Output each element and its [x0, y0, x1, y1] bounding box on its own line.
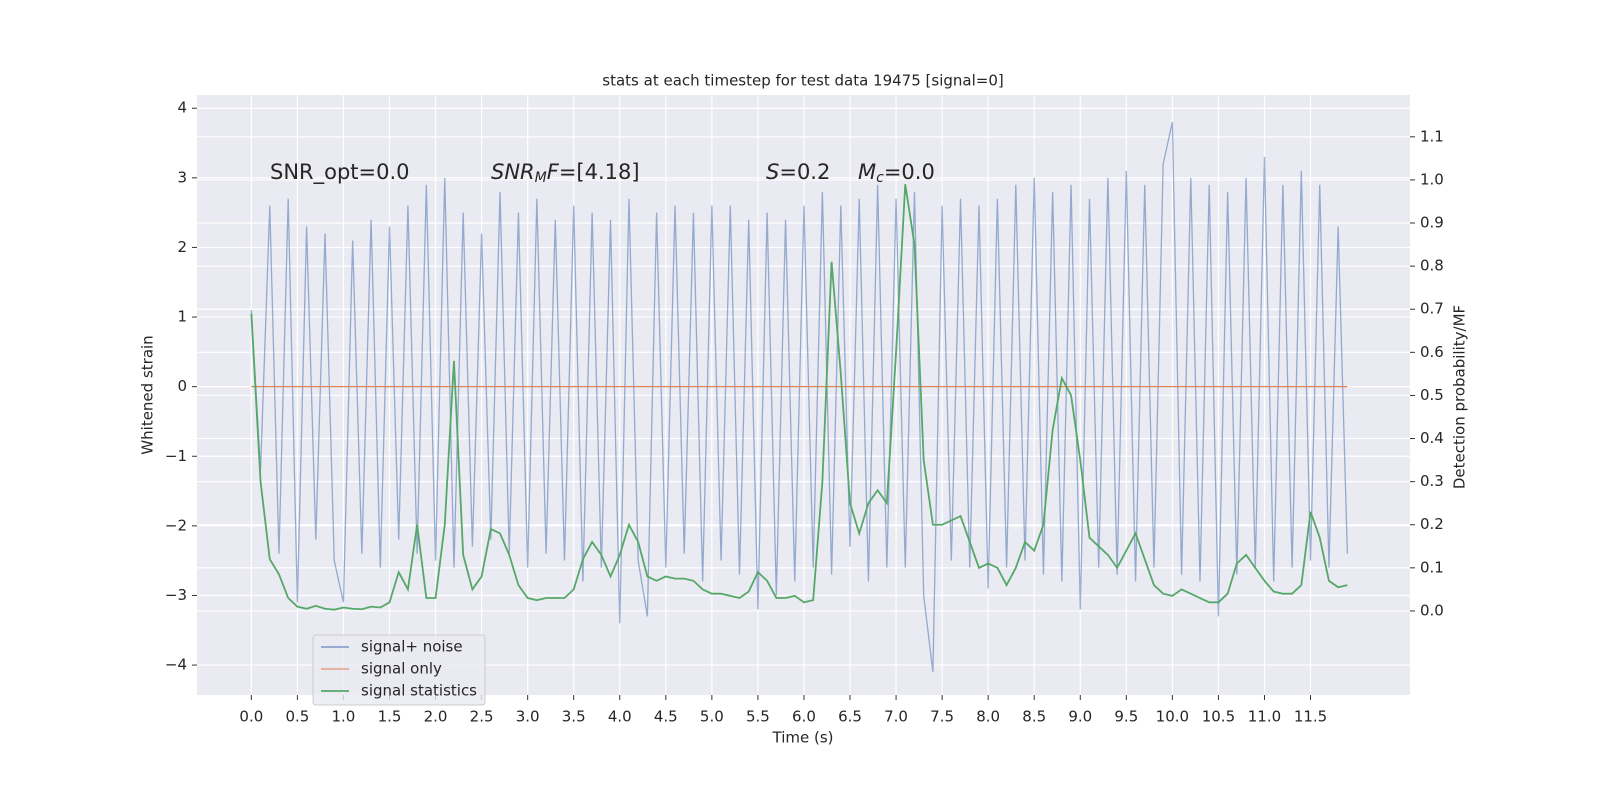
y2-tick-label: 0.7 [1420, 300, 1444, 318]
y-tick-label: −2 [165, 516, 187, 534]
annotation-part: F [547, 160, 560, 184]
y2-tick-label: 1.0 [1420, 170, 1444, 188]
y-tick-label: 0 [177, 377, 187, 395]
x-tick-label: 7.5 [930, 708, 954, 726]
axes: 0.0 0.5 1.0 1.5 2.0 2.5 3.0 3.5 4.0 4.5 5.0 5.5 6.0 6… [165, 99, 1444, 726]
x-tick-label: 4.5 [654, 708, 678, 726]
series-line [250, 184, 1348, 611]
annotation-part: =0.2 [779, 160, 830, 184]
y2-tick-label: 1.1 [1420, 127, 1444, 145]
x-tick-label: 7.0 [884, 708, 908, 726]
x-tick-label: 6.0 [792, 708, 816, 726]
x-tick-label: 0.0 [239, 708, 263, 726]
x-tick-label: 10.0 [1156, 708, 1189, 726]
x-tick-label: 11.0 [1248, 708, 1281, 726]
annotation: S=0.2 [766, 160, 830, 184]
y2-tick-label: 0.0 [1420, 601, 1444, 619]
x-tick-label: 3.0 [516, 708, 540, 726]
chart-title: stats at each timestep for test data 194… [602, 72, 1003, 90]
y2-tick-label: 0.8 [1420, 257, 1444, 275]
annotation-part: SNR [491, 160, 535, 184]
y2-tick-label: 0.6 [1420, 343, 1444, 361]
y2-tick-label: 0.3 [1420, 472, 1444, 490]
marks [250, 122, 1349, 673]
annotation-part: =[4.18] [559, 160, 640, 184]
y-tick-label: 1 [177, 308, 187, 326]
annotation: SNRMF=[4.18] [491, 160, 640, 186]
x-axis-label: Time (s) [772, 729, 834, 747]
legend-box [312, 634, 486, 706]
x-tick-label: 5.5 [746, 708, 770, 726]
x-tick-label: 9.5 [1114, 708, 1138, 726]
x-tick-label: 8.5 [1022, 708, 1046, 726]
x-tick-label: 9.0 [1068, 708, 1092, 726]
x-tick-label: 10.5 [1202, 708, 1235, 726]
y2-axis-label: Detection probability/MF [1451, 305, 1469, 489]
x-tick-label: 8.0 [976, 708, 1000, 726]
y2-tick-label: 0.9 [1420, 214, 1444, 232]
annotation-part: M [535, 170, 547, 186]
y-tick-label: −1 [165, 447, 187, 465]
x-tick-label: 1.5 [378, 708, 402, 726]
y-tick-label: 3 [177, 168, 187, 186]
y-tick-label: 4 [177, 99, 187, 117]
y-tick-label: 2 [177, 238, 187, 256]
legend-label: signal only [361, 660, 442, 678]
annotation: SNR_opt=0.0 [270, 160, 410, 185]
x-tick-label: 6.5 [838, 708, 862, 726]
annotation: Mc=0.0 [858, 160, 935, 186]
annotation-part: M [858, 160, 876, 184]
legend-label: signal+ noise [361, 638, 463, 656]
y2-tick-label: 0.5 [1420, 386, 1444, 404]
annotation-part: S [766, 160, 779, 184]
annotation-part: =0.0 [884, 160, 935, 184]
x-tick-label: 0.5 [285, 708, 309, 726]
x-tick-label: 5.0 [700, 708, 724, 726]
y-tick-label: −4 [165, 656, 187, 674]
y-tick-label: −3 [165, 586, 187, 604]
x-tick-label: 2.5 [470, 708, 494, 726]
x-tick-label: 2.0 [424, 708, 448, 726]
annotation-part: c [876, 170, 884, 186]
y2-tick-label: 0.4 [1420, 429, 1444, 447]
legend-label: signal statistics [361, 682, 477, 700]
y2-tick-label: 0.2 [1420, 515, 1444, 533]
x-tick-label: 4.0 [608, 708, 632, 726]
y-axis-label: Whitened strain [139, 335, 157, 454]
legend: signal+ noise signal only signal statistic… [312, 634, 486, 706]
x-tick-label: 1.0 [332, 708, 356, 726]
y2-tick-label: 0.1 [1420, 558, 1444, 576]
x-tick-label: 11.5 [1294, 708, 1327, 726]
series-line [250, 122, 1349, 673]
x-tick-label: 3.5 [562, 708, 586, 726]
